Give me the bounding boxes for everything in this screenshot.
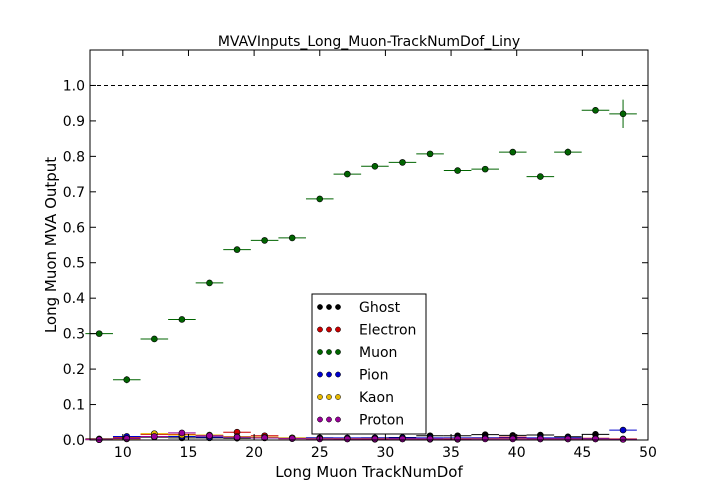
data-point — [178, 429, 186, 437]
data-point — [454, 435, 461, 443]
legend-marker — [335, 304, 341, 310]
data-point — [454, 167, 461, 174]
data-point — [399, 159, 406, 166]
data-point — [564, 435, 572, 443]
x-tick-label: 10 — [114, 445, 132, 461]
data-point — [592, 435, 599, 443]
data-point — [592, 106, 599, 114]
y-tick-label: 0.4 — [63, 291, 85, 307]
legend-marker — [335, 349, 341, 355]
data-point — [261, 237, 268, 244]
legend-label-pion: Pion — [359, 368, 388, 384]
y-axis-label: Long Muon MVA Output — [42, 157, 60, 333]
legend-marker — [326, 304, 332, 310]
legend-marker — [326, 394, 332, 400]
data-point — [564, 148, 572, 156]
legend-marker — [326, 326, 332, 333]
data-point — [481, 435, 489, 443]
y-tick-label: 0.9 — [63, 114, 85, 130]
y-tick-label: 0.2 — [63, 362, 85, 378]
y-tick-label: 0.1 — [63, 398, 85, 414]
y-tick-label: 0.7 — [63, 185, 85, 201]
plot-frame — [89, 49, 649, 441]
data-point — [123, 435, 131, 442]
data-point — [206, 432, 213, 440]
x-axis-label: Long Muon TrackNumDof — [275, 463, 463, 481]
x-tick-label: 20 — [245, 445, 263, 461]
data-point — [151, 433, 158, 440]
data-point — [537, 173, 544, 180]
legend-marker — [335, 326, 341, 333]
legend-label-kaon: Kaon — [359, 390, 394, 406]
data-point — [206, 279, 213, 287]
legend-label-ghost: Ghost — [359, 300, 401, 316]
data-point — [426, 150, 434, 158]
legend-marker — [326, 371, 332, 378]
data-point — [95, 330, 103, 337]
legend-marker — [335, 371, 341, 378]
legend-marker — [317, 326, 323, 333]
legend-marker — [335, 394, 341, 400]
data-point — [123, 376, 131, 384]
data-point — [178, 316, 186, 323]
legend-marker — [326, 349, 332, 355]
legend-marker — [317, 304, 323, 310]
legend-label-electron: Electron — [359, 323, 416, 339]
data-point — [371, 162, 379, 170]
x-tick-label: 15 — [180, 445, 198, 461]
y-tick-label: 0.5 — [63, 256, 85, 272]
data-point — [481, 165, 489, 173]
x-tick-label: 50 — [639, 445, 657, 461]
x-tick-label: 40 — [508, 445, 526, 461]
x-tick-label: 45 — [573, 445, 591, 461]
data-point — [619, 110, 627, 118]
y-tick-label: 0.8 — [63, 149, 85, 165]
data-point — [233, 246, 241, 253]
data-point — [371, 435, 379, 443]
y-tick-label: 0.0 — [63, 433, 85, 449]
legend-label-proton: Proton — [359, 413, 404, 429]
x-tick-label: 25 — [311, 445, 329, 461]
data-point — [288, 435, 296, 442]
y-tick-label: 0.3 — [63, 327, 85, 343]
data-point — [619, 426, 627, 434]
x-tick-label: 35 — [442, 445, 460, 461]
data-point — [344, 435, 351, 443]
legend-marker — [326, 416, 332, 423]
axes: 10 15 20 25 30 35 40 45 50 0.0 0.1 0.2 0.3 0.4 0.5 0.6 0… — [63, 50, 657, 461]
data-point — [509, 148, 517, 156]
y-tick-label: 0.6 — [63, 220, 85, 236]
data-point — [426, 435, 434, 443]
data-point — [509, 435, 517, 443]
data-point — [344, 170, 351, 178]
chart-title: MVAVInputs_Long_Muon-TrackNumDof_Liny — [218, 34, 520, 50]
legend-marker — [335, 416, 341, 423]
legend-marker — [317, 394, 323, 400]
data-point — [537, 435, 544, 443]
series-muon — [85, 99, 637, 384]
data-point — [288, 234, 296, 242]
data-point — [399, 435, 406, 443]
legend: Ghost Electron Muon Pion Kaon Proton — [311, 293, 427, 435]
y-tick-label: 1.0 — [63, 78, 85, 94]
data-point — [233, 433, 241, 441]
legend-marker — [317, 349, 323, 355]
x-tick-label: 30 — [376, 445, 394, 461]
data-point — [151, 335, 158, 343]
data-point — [316, 195, 324, 203]
data-point — [261, 434, 268, 442]
legend-box — [311, 293, 427, 435]
legend-label-muon: Muon — [359, 345, 397, 361]
legend-marker — [317, 371, 323, 378]
legend-marker — [317, 416, 323, 423]
data-point — [619, 435, 627, 443]
